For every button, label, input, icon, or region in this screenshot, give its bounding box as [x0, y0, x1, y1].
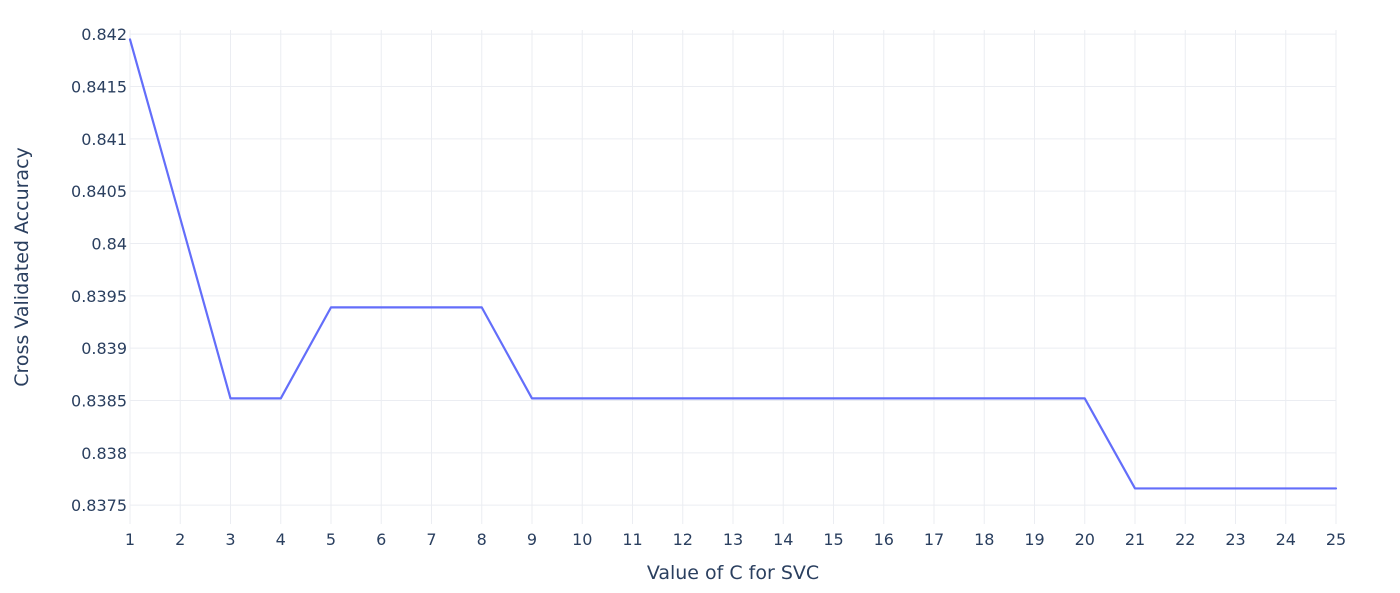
- x-tick-label: 11: [622, 530, 642, 549]
- x-tick-label: 9: [527, 530, 537, 549]
- x-tick-label: 16: [874, 530, 894, 549]
- x-tick-label: 10: [572, 530, 592, 549]
- y-axis-ticks: 0.8375 0.838 0.8385 0.839 0.8395 0.84 0.8405 0.…: [71, 25, 127, 515]
- y-tick-label: 0.84: [91, 235, 127, 254]
- x-tick-label: 21: [1125, 530, 1145, 549]
- y-tick-label: 0.8385: [71, 392, 127, 411]
- grid-layer: [129, 30, 1337, 524]
- x-axis-title: Value of C for SVC: [647, 562, 819, 584]
- x-tick-label: 8: [477, 530, 487, 549]
- y-tick-label: 0.839: [81, 339, 127, 358]
- y-axis-title: Cross Validated Accuracy: [11, 147, 33, 387]
- y-tick-label: 0.841: [81, 130, 127, 149]
- y-tick-label: 0.8395: [71, 287, 127, 306]
- y-tick-label: 0.8405: [71, 182, 127, 201]
- x-tick-label: 13: [723, 530, 743, 549]
- x-tick-label: 4: [276, 530, 286, 549]
- y-tick-label: 0.8375: [71, 496, 127, 515]
- x-tick-label: 1: [125, 530, 135, 549]
- x-tick-label: 12: [673, 530, 693, 549]
- x-tick-label: 22: [1175, 530, 1195, 549]
- x-tick-label: 20: [1075, 530, 1095, 549]
- x-tick-label: 2: [175, 530, 185, 549]
- x-axis-ticks: 1 2 3 4 5 6 7 8 9 10 11 12 13 14 15 16 17 18 19 20 21 22 23 24 2…: [125, 530, 1346, 549]
- y-tick-label: 0.842: [81, 25, 127, 44]
- x-tick-label: 23: [1225, 530, 1245, 549]
- x-tick-label: 7: [426, 530, 436, 549]
- x-tick-label: 19: [1024, 530, 1044, 549]
- x-tick-label: 14: [773, 530, 793, 549]
- x-tick-label: 15: [823, 530, 843, 549]
- x-tick-label: 18: [974, 530, 994, 549]
- x-tick-label: 5: [326, 530, 336, 549]
- x-tick-label: 24: [1276, 530, 1296, 549]
- x-tick-label: 17: [924, 530, 944, 549]
- x-tick-label: 25: [1326, 530, 1346, 549]
- y-tick-label: 0.8415: [71, 78, 127, 97]
- series-layer: [128, 38, 1338, 490]
- y-tick-label: 0.838: [81, 444, 127, 463]
- x-tick-label: 3: [225, 530, 235, 549]
- x-tick-label: 6: [376, 530, 386, 549]
